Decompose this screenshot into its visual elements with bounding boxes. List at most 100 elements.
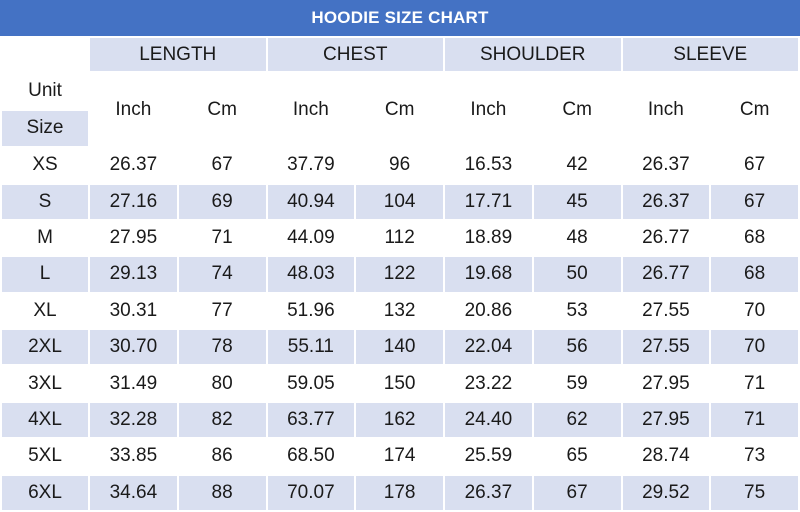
group-header-chest: CHEST: [267, 38, 443, 72]
value-cell: 132: [356, 293, 443, 329]
size-cell: 4XL: [2, 402, 88, 438]
header-row-size: Size: [2, 110, 798, 147]
value-cell: 150: [356, 366, 443, 401]
value-cell: 25.59: [445, 439, 532, 474]
table-row: 5XL 33.85 86 68.50 174 25.59 65 28.74 73: [2, 439, 798, 474]
unit-label: Unit: [2, 73, 88, 109]
chart-title: HOODIE SIZE CHART: [0, 0, 800, 36]
value-cell: 19.68: [445, 257, 532, 292]
value-cell: 77: [178, 293, 266, 329]
value-cell: 86: [178, 439, 266, 474]
value-cell: 140: [356, 330, 443, 365]
value-cell: 29.52: [622, 475, 710, 510]
value-cell: 162: [356, 402, 443, 438]
unit-header: Cm: [178, 73, 266, 147]
value-cell: 44.09: [267, 220, 355, 256]
group-header-sleeve: SLEEVE: [622, 38, 798, 72]
value-cell: 23.22: [445, 366, 532, 401]
unit-header: Cm: [356, 73, 443, 147]
value-cell: 27.95: [90, 220, 177, 256]
size-cell: 3XL: [2, 366, 88, 401]
unit-header: Inch: [90, 73, 177, 147]
value-cell: 65: [533, 439, 621, 474]
table-row: 3XL 31.49 80 59.05 150 23.22 59 27.95 71: [2, 366, 798, 401]
value-cell: 174: [356, 439, 443, 474]
table-row: S 27.16 69 40.94 104 17.71 45 26.37 67: [2, 184, 798, 219]
value-cell: 45: [533, 184, 621, 219]
table-row: L 29.13 74 48.03 122 19.68 50 26.77 68: [2, 257, 798, 292]
value-cell: 31.49: [90, 366, 177, 401]
value-cell: 59: [533, 366, 621, 401]
value-cell: 48: [533, 220, 621, 256]
table-row: 6XL 34.64 88 70.07 178 26.37 67 29.52 75: [2, 475, 798, 510]
table-row: XS 26.37 67 37.79 96 16.53 42 26.37 67: [2, 148, 798, 183]
value-cell: 40.94: [267, 184, 355, 219]
value-cell: 70: [711, 293, 798, 329]
value-cell: 78: [178, 330, 266, 365]
table-row: 2XL 30.70 78 55.11 140 22.04 56 27.55 70: [2, 330, 798, 365]
value-cell: 67: [533, 475, 621, 510]
unit-header: Inch: [267, 73, 355, 147]
value-cell: 20.86: [445, 293, 532, 329]
value-cell: 112: [356, 220, 443, 256]
value-cell: 26.37: [622, 148, 710, 183]
header-row-units: Unit Inch Cm Inch Cm Inch Cm Inch Cm: [2, 73, 798, 147]
value-cell: 178: [356, 475, 443, 510]
size-cell: 6XL: [2, 475, 88, 510]
table-row: XL 30.31 77 51.96 132 20.86 53 27.55 70: [2, 293, 798, 329]
value-cell: 18.89: [445, 220, 532, 256]
value-cell: 27.95: [622, 366, 710, 401]
value-cell: 27.95: [622, 402, 710, 438]
header-row-groups: LENGTH CHEST SHOULDER SLEEVE: [2, 38, 798, 72]
value-cell: 70: [711, 330, 798, 365]
value-cell: 82: [178, 402, 266, 438]
value-cell: 26.37: [622, 184, 710, 219]
size-cell: M: [2, 220, 88, 256]
value-cell: 34.64: [90, 475, 177, 510]
value-cell: 29.13: [90, 257, 177, 292]
value-cell: 68: [711, 220, 798, 256]
value-cell: 17.71: [445, 184, 532, 219]
unit-header: Cm: [533, 73, 621, 147]
value-cell: 67: [178, 148, 266, 183]
value-cell: 37.79: [267, 148, 355, 183]
value-cell: 88: [178, 475, 266, 510]
size-table: LENGTH CHEST SHOULDER SLEEVE Unit Inch C…: [0, 36, 800, 512]
value-cell: 63.77: [267, 402, 355, 438]
value-cell: 50: [533, 257, 621, 292]
value-cell: 26.37: [445, 475, 532, 510]
value-cell: 22.04: [445, 330, 532, 365]
size-cell: S: [2, 184, 88, 219]
size-cell: 5XL: [2, 439, 88, 474]
value-cell: 74: [178, 257, 266, 292]
unit-header: Cm: [711, 73, 798, 147]
group-header-shoulder: SHOULDER: [445, 38, 621, 72]
value-cell: 32.28: [90, 402, 177, 438]
value-cell: 16.53: [445, 148, 532, 183]
value-cell: 56: [533, 330, 621, 365]
value-cell: 96: [356, 148, 443, 183]
value-cell: 71: [178, 220, 266, 256]
value-cell: 26.77: [622, 257, 710, 292]
table-row: M 27.95 71 44.09 112 18.89 48 26.77 68: [2, 220, 798, 256]
value-cell: 73: [711, 439, 798, 474]
value-cell: 51.96: [267, 293, 355, 329]
value-cell: 62: [533, 402, 621, 438]
value-cell: 26.37: [90, 148, 177, 183]
unit-header: Inch: [622, 73, 710, 147]
value-cell: 70.07: [267, 475, 355, 510]
value-cell: 30.31: [90, 293, 177, 329]
group-header-length: LENGTH: [90, 38, 266, 72]
value-cell: 67: [711, 148, 798, 183]
value-cell: 24.40: [445, 402, 532, 438]
value-cell: 42: [533, 148, 621, 183]
size-label: Size: [2, 110, 88, 147]
size-cell: XL: [2, 293, 88, 329]
value-cell: 59.05: [267, 366, 355, 401]
value-cell: 30.70: [90, 330, 177, 365]
value-cell: 27.55: [622, 293, 710, 329]
value-cell: 67: [711, 184, 798, 219]
value-cell: 122: [356, 257, 443, 292]
header-corner: [2, 38, 88, 72]
